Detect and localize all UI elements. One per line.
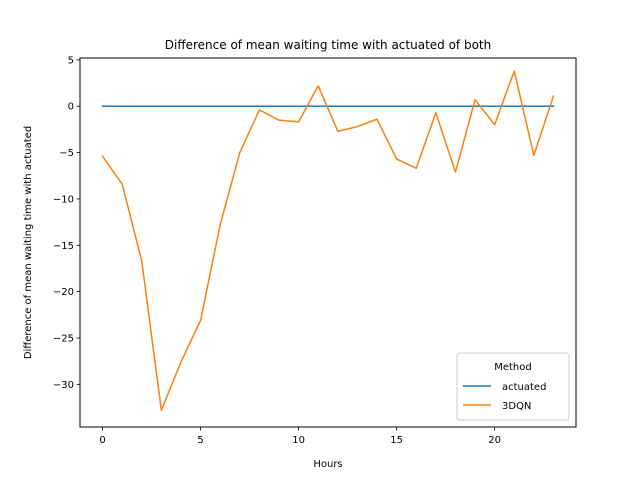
x-tick-label: 10: [292, 435, 305, 446]
plot-area: [101, 70, 555, 412]
legend-label-actuated: actuated: [502, 382, 546, 393]
y-tick-label: −25: [53, 333, 74, 344]
legend: Method actuated 3DQN: [456, 352, 570, 421]
axes-frame: [79, 57, 577, 428]
legend-box: [456, 352, 570, 421]
y-tick-label: −15: [53, 241, 74, 252]
x-tick-label: 5: [197, 435, 203, 446]
y-tick-label: −10: [53, 194, 74, 205]
chart-title: Difference of mean waiting time with act…: [165, 38, 491, 52]
y-tick-label: 5: [68, 55, 74, 66]
legend-label-3dqn: 3DQN: [502, 401, 531, 412]
y-tick-label: −20: [53, 287, 74, 298]
x-axis-label: Hours: [313, 459, 342, 470]
x-tick-label: 0: [99, 435, 105, 446]
y-tick-label: 0: [68, 102, 74, 113]
series-line-3dqn: [101, 70, 555, 412]
x-tick-label: 15: [390, 435, 403, 446]
y-axis-label: Difference of mean waiting time with act…: [23, 126, 34, 359]
y-tick-label: −30: [53, 380, 74, 391]
legend-title: Method: [494, 362, 532, 373]
axis-ticks: 0 5 10 15 20 5 0 −5 −10 −15 −20 −25 −30: [53, 55, 501, 446]
y-tick-label: −5: [59, 148, 74, 159]
x-tick-label: 20: [488, 435, 501, 446]
